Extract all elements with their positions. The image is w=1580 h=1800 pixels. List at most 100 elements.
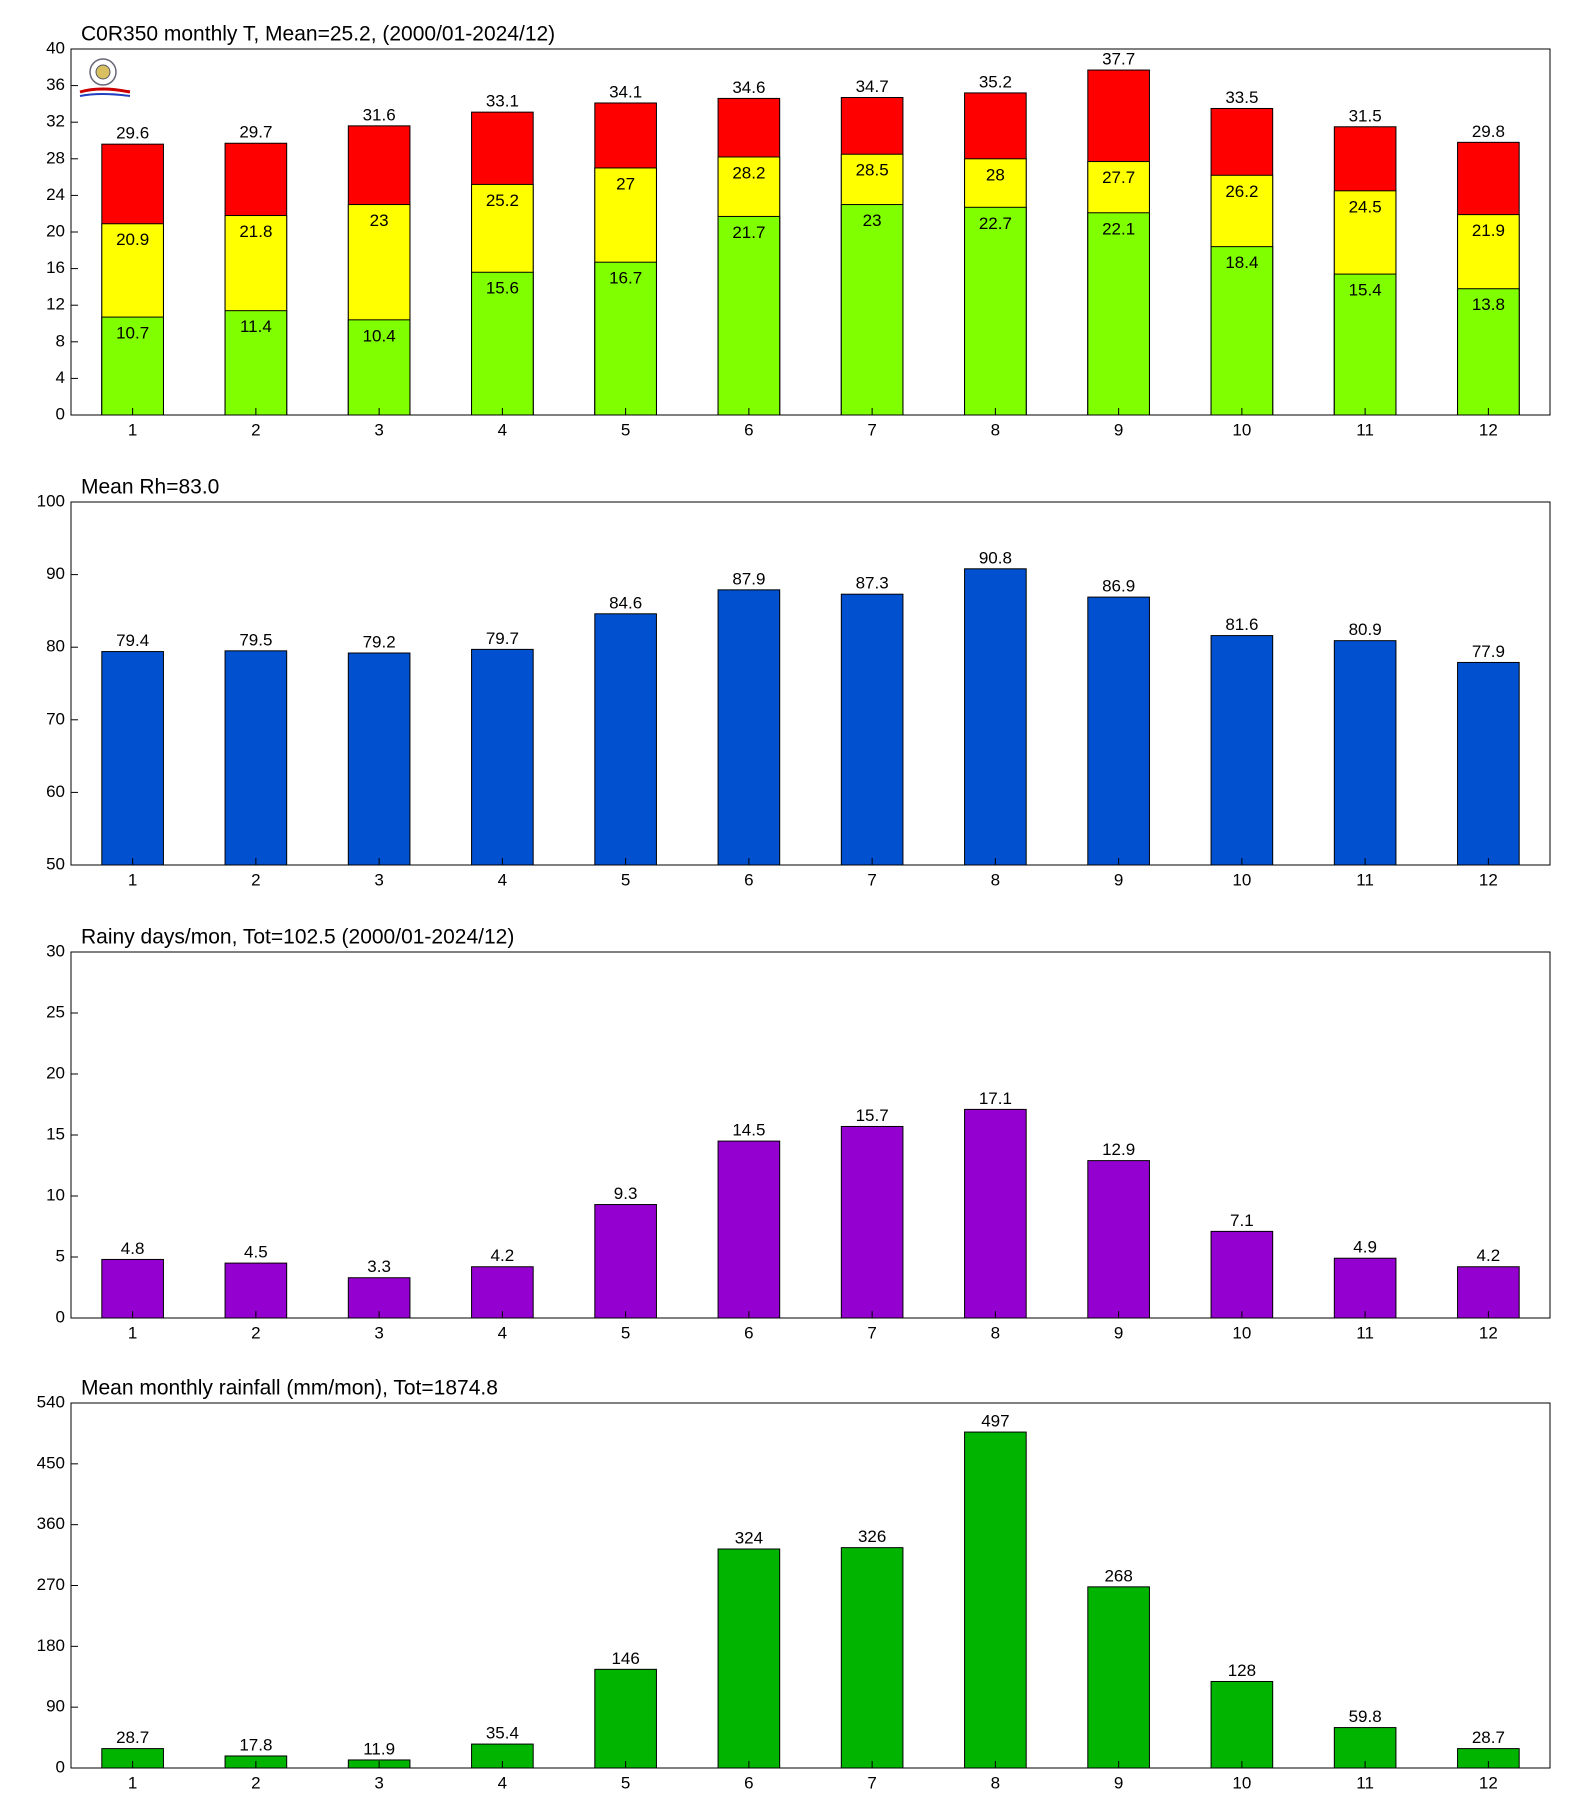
value-label: 23 [863,211,882,230]
y-tick-label: 4 [56,368,65,387]
value-label: 80.9 [1349,620,1382,639]
value-label: 17.1 [979,1089,1012,1108]
x-tick-label: 7 [867,1773,876,1792]
value-label: 33.1 [486,92,519,111]
y-tick-label: 0 [56,1757,65,1776]
x-tick-label: 8 [991,1773,1000,1792]
value-label: 11.4 [240,317,272,336]
value-label: 34.1 [609,82,642,101]
y-tick-label: 450 [37,1453,65,1472]
value-label: 15.7 [856,1106,889,1125]
value-label: 15.6 [486,279,519,298]
bar [224,310,288,416]
x-tick-label: 3 [374,420,383,439]
value-label: 87.3 [856,574,889,593]
y-tick-label: 24 [46,185,65,204]
x-tick-label: 1 [128,870,137,889]
y-tick-label: 40 [46,38,65,57]
value-label: 28.2 [732,163,765,182]
value-label: 22.1 [1102,219,1135,238]
x-tick-label: 2 [251,1323,260,1342]
bar [717,215,781,416]
value-label: 128 [1228,1661,1256,1680]
value-label: 10.4 [363,326,396,345]
value-label: 18.4 [1225,253,1258,272]
y-tick-label: 16 [46,258,65,277]
value-label: 34.6 [732,78,765,97]
bar [471,1266,534,1319]
x-tick-label: 4 [498,1773,507,1792]
value-label: 79.5 [239,630,272,649]
bar [1457,661,1520,866]
y-tick-label: 15 [46,1124,65,1143]
x-tick-label: 2 [251,870,260,889]
value-label: 33.5 [1225,88,1258,107]
bar [101,651,164,866]
bar [964,1108,1027,1319]
value-label: 28.7 [116,1728,149,1747]
bar [1087,1160,1150,1319]
value-label: 87.9 [732,569,765,588]
value-label: 59.8 [1349,1707,1382,1726]
value-label: 23 [370,211,389,230]
x-tick-label: 8 [991,1323,1000,1342]
x-tick-label: 12 [1479,1773,1498,1792]
bar [964,206,1027,416]
y-tick-label: 0 [56,1307,65,1326]
bar [224,650,288,866]
bar [1087,596,1150,866]
bar [224,1262,288,1319]
value-label: 16.7 [609,269,642,288]
value-label: 146 [611,1649,639,1668]
value-label: 86.9 [1102,577,1135,596]
y-tick-label: 90 [46,1697,65,1716]
x-tick-label: 2 [251,1773,260,1792]
bar [840,593,904,866]
bar [347,652,411,866]
x-tick-label: 6 [744,1323,753,1342]
bar [717,589,781,866]
x-tick-label: 12 [1479,420,1498,439]
y-tick-label: 60 [46,782,65,801]
bar [347,319,411,416]
bar [1087,1586,1150,1769]
x-tick-label: 6 [744,420,753,439]
value-label: 14.5 [732,1121,765,1140]
value-label: 20.9 [116,230,149,249]
x-tick-label: 3 [374,1773,383,1792]
y-tick-label: 90 [46,564,65,583]
value-label: 4.5 [244,1243,268,1262]
bar [1210,246,1274,416]
x-tick-label: 7 [867,870,876,889]
x-tick-label: 6 [744,870,753,889]
value-label: 21.7 [732,223,765,242]
y-tick-label: 30 [46,941,65,960]
y-tick-label: 12 [46,295,65,314]
x-tick-label: 9 [1114,420,1123,439]
value-label: 13.8 [1472,295,1505,314]
value-label: 90.8 [979,548,1012,567]
value-label: 4.2 [491,1246,515,1265]
bar [1210,1680,1274,1769]
plot-frame [70,501,1551,866]
value-label: 3.3 [367,1257,391,1276]
x-tick-label: 5 [621,420,630,439]
plot-frame [70,1402,1551,1769]
logo [79,58,131,97]
bar [471,271,534,416]
value-label: 79.4 [116,631,149,650]
bar [1087,212,1150,416]
x-tick-label: 10 [1232,1323,1251,1342]
value-label: 4.2 [1477,1246,1501,1265]
x-tick-label: 11 [1356,420,1374,439]
value-label: 27 [616,174,635,193]
x-tick-label: 9 [1114,870,1123,889]
value-label: 26.2 [1225,182,1258,201]
value-label: 77.9 [1472,642,1505,661]
x-tick-label: 12 [1479,1323,1498,1342]
value-label: 4.9 [1353,1238,1377,1257]
x-tick-label: 9 [1114,1323,1123,1342]
x-tick-label: 10 [1232,870,1251,889]
y-tick-label: 20 [46,221,65,240]
